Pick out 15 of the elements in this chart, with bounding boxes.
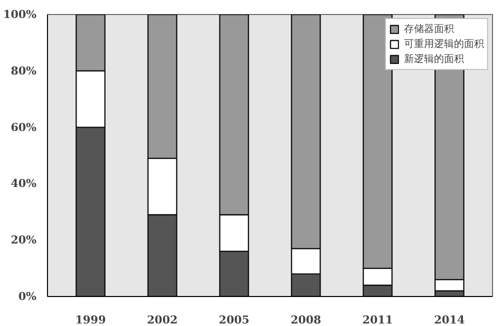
y-tick-label: 60% (10, 120, 38, 134)
y-tick-label: 80% (10, 64, 38, 78)
x-tick-label: 1999 (75, 314, 106, 326)
x-tick-label: 2002 (147, 314, 178, 326)
x-tick-label: 2011 (362, 314, 393, 326)
legend-label: 存储器面积 (404, 22, 454, 36)
y-tick-label: 20% (10, 234, 38, 247)
y-tick-label: 40% (10, 177, 38, 190)
y-tick-label: 100% (3, 8, 38, 21)
x-tick-label: 2008 (290, 314, 322, 326)
y-tick-label: 0% (18, 290, 38, 303)
legend-label: 可重用逻辑的面积 (404, 38, 484, 51)
x-tick-label: 2005 (218, 314, 250, 326)
x-tick-label: 2014 (434, 314, 466, 326)
legend-label: 新逻辑的面积 (404, 52, 464, 66)
